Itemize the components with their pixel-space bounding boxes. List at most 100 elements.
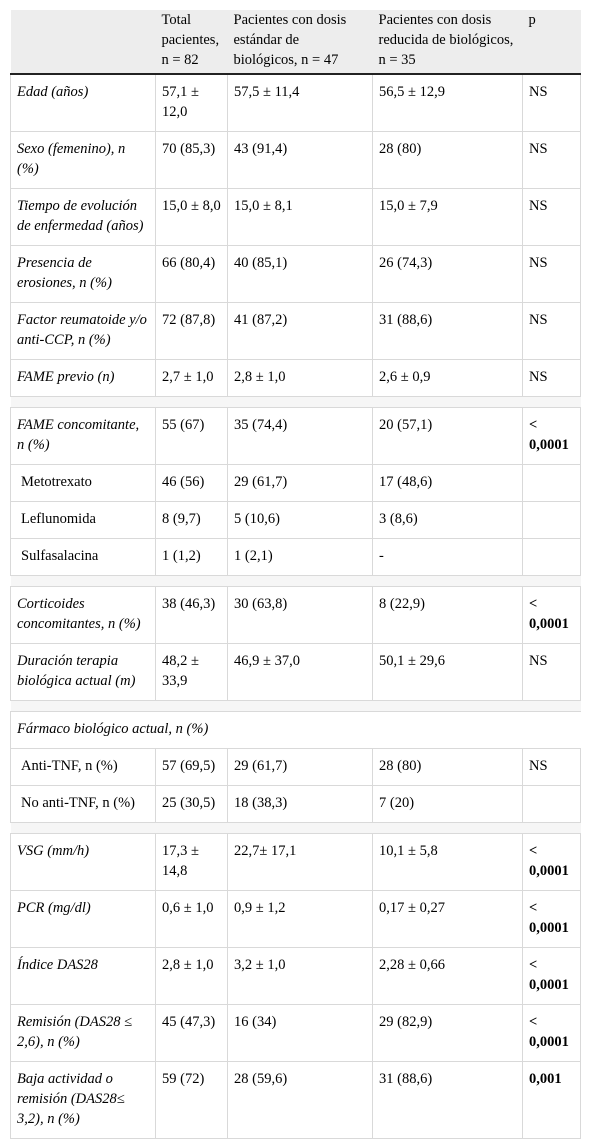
spacer-row — [10, 700, 581, 712]
spacer-cell — [10, 822, 581, 834]
cell-total: 2,8 ± 1,0 — [155, 947, 228, 1005]
spacer-row — [10, 396, 581, 408]
section-row: Fármaco biológico actual, n (%) — [10, 711, 581, 749]
table-subrow: Anti-TNF, n (%) 57 (69,5) 29 (61,7) 28 (80)… — [10, 748, 581, 786]
cell-variable: Índice DAS28 — [10, 947, 156, 1005]
cell-total: 0,6 ± 1,0 — [155, 890, 228, 948]
table-row: Presencia de erosiones, n (%) 66 (80,4) 40… — [10, 245, 581, 303]
cell-reduced: 31 (88,6) — [372, 302, 523, 360]
table-subrow: Metotrexato 46 (56) 29 (61,7) 17 (48,6) — [10, 464, 581, 502]
header-p: p — [522, 10, 581, 75]
cell-total: 48,2 ± 33,9 — [155, 643, 228, 701]
cell-reduced: - — [372, 538, 523, 576]
table-row: Corticoides concomitantes, n (%) 38 (46,3… — [10, 586, 581, 644]
cell-total: 15,0 ± 8,0 — [155, 188, 228, 246]
cell-standard: 57,5 ± 11,4 — [227, 74, 373, 132]
cell-standard: 22,7± 17,1 — [227, 833, 373, 891]
cell-total: 25 (30,5) — [155, 785, 228, 823]
cell-variable: Duración terapia biológica actual (m) — [10, 643, 156, 701]
cell-variable: Sulfasalacina — [10, 538, 156, 576]
cell-standard: 18 (38,3) — [227, 785, 373, 823]
header-empty-cell — [10, 10, 156, 75]
cell-reduced: 7 (20) — [372, 785, 523, 823]
cell-reduced: 17 (48,6) — [372, 464, 523, 502]
cell-reduced: 0,17 ± 0,27 — [372, 890, 523, 948]
cell-total: 38 (46,3) — [155, 586, 228, 644]
header-reduced-dose: Pacientes con dosis reducida de biológic… — [372, 10, 523, 75]
cell-p-value — [522, 501, 581, 539]
cell-reduced: 26 (74,3) — [372, 245, 523, 303]
cell-variable: Tiempo de evolución de enfermedad (años) — [10, 188, 156, 246]
table-row: Índice DAS28 2,8 ± 1,0 3,2 ± 1,0 2,28 ± 0,6… — [10, 947, 581, 1005]
cell-p-value — [522, 538, 581, 576]
table-row: Duración terapia biológica actual (m) 48,… — [10, 643, 581, 701]
spacer-cell — [10, 575, 581, 587]
cell-standard: 35 (74,4) — [227, 407, 373, 465]
cell-p-value — [522, 464, 581, 502]
table-row: FAME concomitante, n (%) 55 (67) 35 (74,4)… — [10, 407, 581, 465]
cell-p-value: NS — [522, 131, 581, 189]
section-label: Fármaco biológico actual, n (%) — [10, 711, 581, 749]
cell-variable: Metotrexato — [10, 464, 156, 502]
table-subrow: No anti-TNF, n (%) 25 (30,5) 18 (38,3) 7 (2… — [10, 785, 581, 823]
cell-total: 1 (1,2) — [155, 538, 228, 576]
cell-standard: 46,9 ± 37,0 — [227, 643, 373, 701]
cell-total: 57,1 ± 12,0 — [155, 74, 228, 132]
table-row: Tiempo de evolución de enfermedad (años)… — [10, 188, 581, 246]
cell-variable: FAME concomitante, n (%) — [10, 407, 156, 465]
cell-total: 70 (85,3) — [155, 131, 228, 189]
table-row: PCR (mg/dl) 0,6 ± 1,0 0,9 ± 1,2 0,17 ± 0,27… — [10, 890, 581, 948]
cell-total: 57 (69,5) — [155, 748, 228, 786]
cell-reduced: 3 (8,6) — [372, 501, 523, 539]
cell-total: 66 (80,4) — [155, 245, 228, 303]
table-row: FAME previo (n) 2,7 ± 1,0 2,8 ± 1,0 2,6 ± 0… — [10, 359, 581, 397]
cell-reduced: 15,0 ± 7,9 — [372, 188, 523, 246]
cell-reduced: 31 (88,6) — [372, 1061, 523, 1139]
cell-standard: 5 (10,6) — [227, 501, 373, 539]
cell-p-value: NS — [522, 643, 581, 701]
cell-reduced: 29 (82,9) — [372, 1004, 523, 1062]
cell-reduced: 2,28 ± 0,66 — [372, 947, 523, 1005]
table-row: Sexo (femenino), n (%) 70 (85,3) 43 (91,4)… — [10, 131, 581, 189]
cell-standard: 0,9 ± 1,2 — [227, 890, 373, 948]
spacer-cell — [10, 396, 581, 408]
cell-variable: Remisión (DAS28 ≤ 2,6), n (%) — [10, 1004, 156, 1062]
cell-reduced: 20 (57,1) — [372, 407, 523, 465]
table-row: Baja actividad o remisión (DAS28≤ 3,2), … — [10, 1061, 581, 1139]
cell-variable: Presencia de erosiones, n (%) — [10, 245, 156, 303]
cell-p-value: < 0,0001 — [522, 586, 581, 644]
spacer-row — [10, 822, 581, 834]
cell-variable: Factor reumatoide y/o anti-CCP, n (%) — [10, 302, 156, 360]
cell-variable: PCR (mg/dl) — [10, 890, 156, 948]
cell-standard: 28 (59,6) — [227, 1061, 373, 1139]
cell-standard: 15,0 ± 8,1 — [227, 188, 373, 246]
cell-total: 2,7 ± 1,0 — [155, 359, 228, 397]
header-row: Total pacientes, n = 82 Pacientes con do… — [10, 10, 581, 75]
cell-total: 46 (56) — [155, 464, 228, 502]
cell-reduced: 10,1 ± 5,8 — [372, 833, 523, 891]
cell-variable: Corticoides concomitantes, n (%) — [10, 586, 156, 644]
cell-variable: VSG (mm/h) — [10, 833, 156, 891]
cell-p-value: NS — [522, 359, 581, 397]
spacer-cell — [10, 700, 581, 712]
cell-p-value: < 0,0001 — [522, 833, 581, 891]
cell-standard: 43 (91,4) — [227, 131, 373, 189]
cell-reduced: 56,5 ± 12,9 — [372, 74, 523, 132]
cell-p-value: < 0,0001 — [522, 1004, 581, 1062]
cell-total: 45 (47,3) — [155, 1004, 228, 1062]
cell-variable: Edad (años) — [10, 74, 156, 132]
table-row: Edad (años) 57,1 ± 12,0 57,5 ± 11,4 56,5 ± … — [10, 74, 581, 132]
cell-variable: Anti-TNF, n (%) — [10, 748, 156, 786]
table-subrow: Sulfasalacina 1 (1,2) 1 (2,1) - — [10, 538, 581, 576]
cell-total: 8 (9,7) — [155, 501, 228, 539]
cell-p-value: 0,001 — [522, 1061, 581, 1139]
spacer-row — [10, 575, 581, 587]
cell-total: 72 (87,8) — [155, 302, 228, 360]
cell-p-value: NS — [522, 188, 581, 246]
header-total: Total pacientes, n = 82 — [155, 10, 228, 75]
table-subrow: Leflunomida 8 (9,7) 5 (10,6) 3 (8,6) — [10, 501, 581, 539]
cell-p-value: < 0,0001 — [522, 890, 581, 948]
cell-total: 59 (72) — [155, 1061, 228, 1139]
cell-standard: 3,2 ± 1,0 — [227, 947, 373, 1005]
cell-p-value: NS — [522, 74, 581, 132]
